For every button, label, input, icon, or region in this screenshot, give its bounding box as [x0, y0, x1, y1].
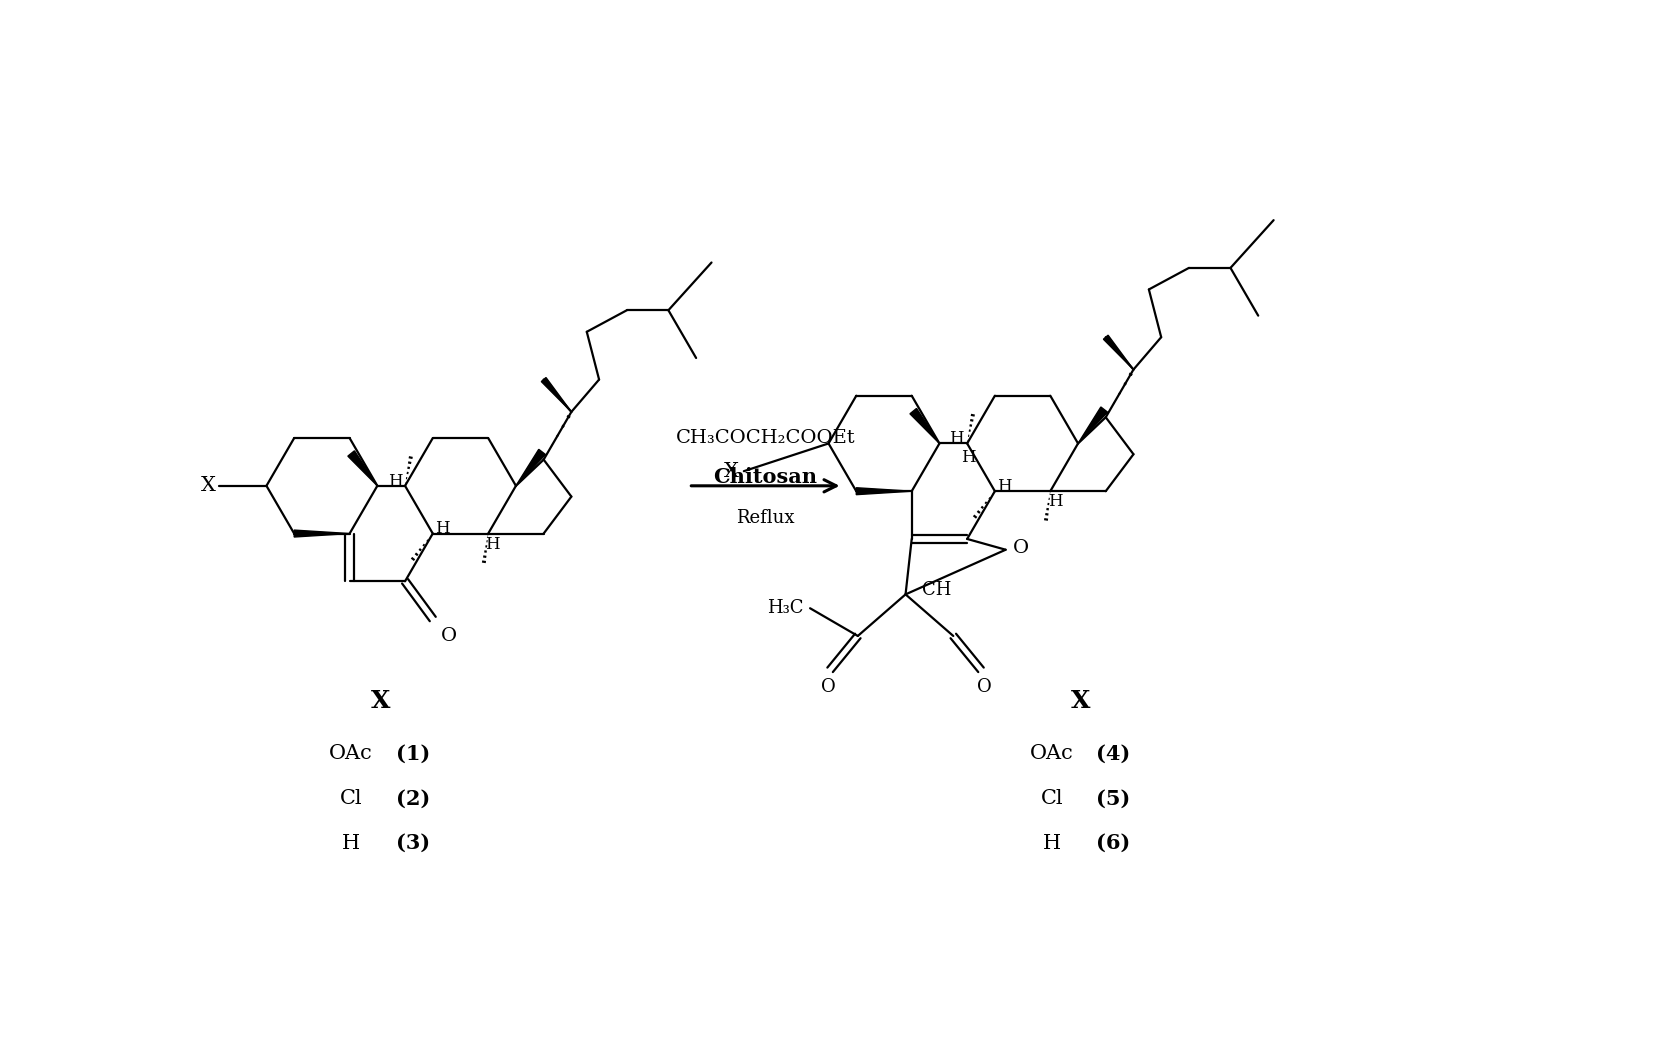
Text: H: H: [435, 521, 449, 537]
Text: X: X: [371, 690, 391, 714]
Text: (6): (6): [1096, 833, 1130, 853]
Text: H: H: [962, 449, 976, 465]
Text: H: H: [389, 473, 404, 489]
Text: O: O: [821, 677, 836, 695]
Text: H: H: [1043, 833, 1061, 853]
Text: Cl: Cl: [1041, 789, 1063, 808]
Text: H: H: [1048, 494, 1063, 510]
Polygon shape: [295, 530, 349, 537]
Text: CH₃COCH₂COOEt: CH₃COCH₂COOEt: [675, 429, 856, 447]
Polygon shape: [348, 451, 377, 486]
Text: OAc: OAc: [329, 744, 372, 764]
Text: X: X: [200, 476, 215, 496]
Text: X: X: [725, 461, 740, 481]
Text: (2): (2): [396, 789, 430, 808]
Text: Reflux: Reflux: [736, 509, 794, 527]
Text: Chitosan: Chitosan: [713, 467, 818, 486]
Text: (5): (5): [1096, 789, 1130, 808]
Polygon shape: [856, 487, 912, 495]
Polygon shape: [910, 408, 940, 444]
Polygon shape: [516, 449, 546, 486]
Text: O: O: [1013, 539, 1029, 557]
Text: O: O: [440, 627, 457, 645]
Text: H₃C: H₃C: [768, 600, 804, 617]
Text: H: H: [948, 430, 963, 448]
Text: OAc: OAc: [1029, 744, 1074, 764]
Polygon shape: [541, 377, 571, 411]
Text: (1): (1): [396, 744, 430, 764]
Text: (4): (4): [1096, 744, 1130, 764]
Text: H: H: [343, 833, 361, 853]
Text: O: O: [976, 677, 991, 695]
Text: X: X: [1071, 690, 1091, 714]
Text: CH: CH: [922, 581, 952, 598]
Text: H: H: [485, 536, 500, 553]
Text: H: H: [996, 478, 1011, 495]
Polygon shape: [1077, 407, 1107, 444]
Text: (3): (3): [396, 833, 430, 853]
Polygon shape: [1104, 336, 1134, 370]
Text: Cl: Cl: [339, 789, 362, 808]
